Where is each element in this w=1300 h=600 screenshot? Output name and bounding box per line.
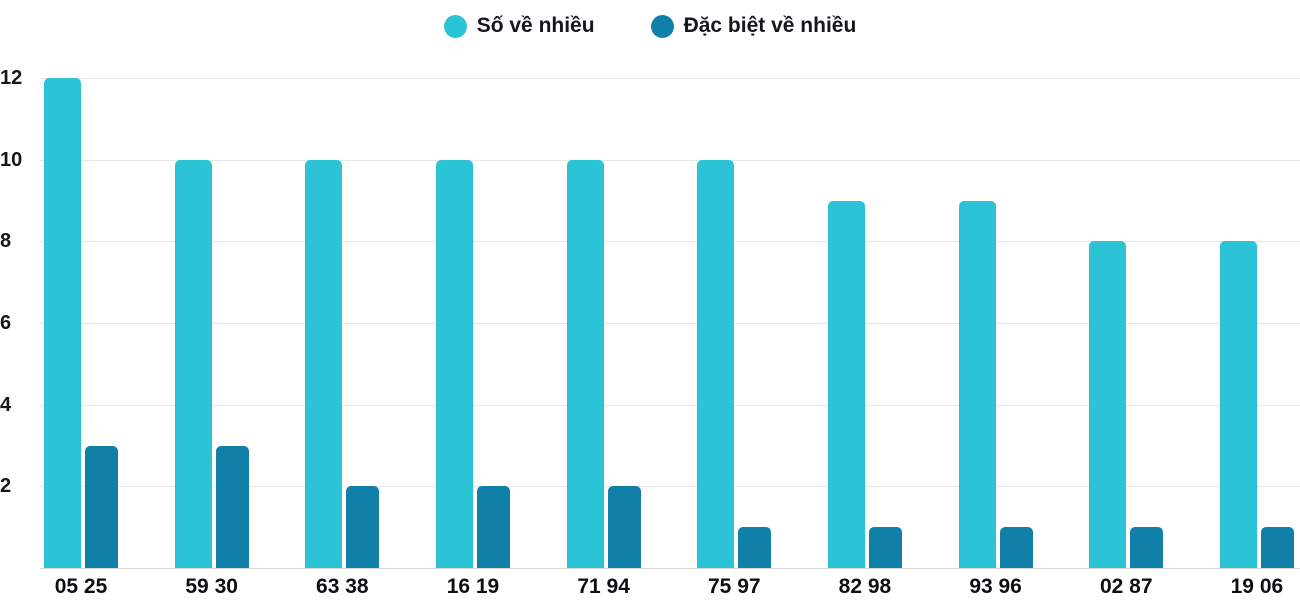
x-axis-category-label: 02 87 xyxy=(1099,575,1153,598)
x-axis-category-label: 93 96 xyxy=(969,575,1022,598)
gridline xyxy=(40,404,1300,406)
gridline xyxy=(40,323,1300,324)
bar-pair xyxy=(566,78,641,568)
bar-so-ve-nhieu[interactable] xyxy=(174,159,212,568)
bar-so-ve-nhieu[interactable] xyxy=(697,159,735,568)
bar-so-ve-nhieu[interactable] xyxy=(827,200,865,568)
bar-dac-biet-ve-nhieu[interactable] xyxy=(85,445,118,568)
y-axis-tick-label: 6 xyxy=(0,312,12,334)
x-axis-category-label: 05 25 xyxy=(54,575,108,598)
legend-label: Đặc biệt về nhiều xyxy=(683,14,857,37)
bar-dac-biet-ve-nhieu[interactable] xyxy=(1130,527,1164,568)
x-axis-category-label: 63 38 xyxy=(316,575,369,598)
bar-so-ve-nhieu[interactable] xyxy=(44,78,81,568)
bar-group: 59 30 xyxy=(174,78,249,600)
bar-group: 19 06 xyxy=(1219,78,1294,600)
bar-group: 93 96 xyxy=(958,78,1033,600)
bar-group: 02 87 xyxy=(1089,78,1164,600)
bar-dac-biet-ve-nhieu[interactable] xyxy=(215,445,249,568)
bar-pair xyxy=(44,78,118,568)
legend-dot-icon xyxy=(650,14,674,38)
bar-group: 16 19 xyxy=(435,78,510,600)
gridline xyxy=(40,78,1300,79)
bar-so-ve-nhieu[interactable] xyxy=(958,200,996,568)
x-axis-category-label: 16 19 xyxy=(446,575,500,598)
y-axis-tick-label: 10 xyxy=(0,148,23,171)
bar-pair xyxy=(174,78,249,568)
bar-group: 71 94 xyxy=(566,78,641,600)
gridline xyxy=(40,486,1300,488)
y-axis-tick-label: 4 xyxy=(0,393,12,416)
bar-dac-biet-ve-nhieu[interactable] xyxy=(738,527,772,568)
bar-so-ve-nhieu[interactable] xyxy=(305,159,343,568)
bar-pair xyxy=(958,78,1033,568)
bar-pair xyxy=(305,78,380,568)
x-axis-category-label: 82 98 xyxy=(838,575,892,598)
bar-pair xyxy=(1089,78,1164,568)
bar-pair xyxy=(1219,78,1294,568)
bar-so-ve-nhieu[interactable] xyxy=(435,159,473,568)
x-axis-category-label: 19 06 xyxy=(1230,575,1284,598)
legend-item[interactable]: Số về nhiều xyxy=(443,14,595,38)
bar-group: 63 38 xyxy=(305,78,380,600)
bar-pair xyxy=(697,78,772,568)
bar-pair xyxy=(435,78,510,568)
legend-dot-icon xyxy=(443,14,467,38)
gridline xyxy=(40,241,1300,243)
legend: Số về nhiều Đặc biệt về nhiều xyxy=(0,10,1300,42)
bar-dac-biet-ve-nhieu[interactable] xyxy=(1260,527,1294,568)
bar-dac-biet-ve-nhieu[interactable] xyxy=(999,527,1033,568)
bar-group: 05 25 xyxy=(44,78,118,600)
x-axis-category-label: 59 30 xyxy=(185,575,238,598)
bar-so-ve-nhieu[interactable] xyxy=(566,159,604,568)
legend-label: Số về nhiều xyxy=(476,14,595,37)
bar-groups: 05 25 59 30 63 38 16 19 71 94 75 97 82 98 93 96… xyxy=(44,78,1294,600)
y-axis-tick-label: 8 xyxy=(0,230,12,253)
bar-dac-biet-ve-nhieu[interactable] xyxy=(868,527,902,568)
bar-dac-biet-ve-nhieu[interactable] xyxy=(476,486,510,568)
bar-pair xyxy=(827,78,902,568)
x-axis-line xyxy=(40,568,1300,569)
gridline xyxy=(40,159,1300,161)
bar-group: 82 98 xyxy=(827,78,902,600)
legend-item[interactable]: Đặc biệt về nhiều xyxy=(650,14,857,38)
y-axis-tick-label: 2 xyxy=(0,475,12,498)
y-axis-tick-label: 12 xyxy=(0,67,23,89)
plot-area xyxy=(40,78,1300,569)
bar-group: 75 97 xyxy=(697,78,772,600)
bar-dac-biet-ve-nhieu[interactable] xyxy=(346,486,380,568)
x-axis-category-label: 71 94 xyxy=(577,575,630,598)
x-axis-category-label: 75 97 xyxy=(708,575,761,598)
bar-dac-biet-ve-nhieu[interactable] xyxy=(607,486,641,568)
bar-so-ve-nhieu[interactable] xyxy=(1089,241,1127,568)
bar-so-ve-nhieu[interactable] xyxy=(1219,241,1257,568)
